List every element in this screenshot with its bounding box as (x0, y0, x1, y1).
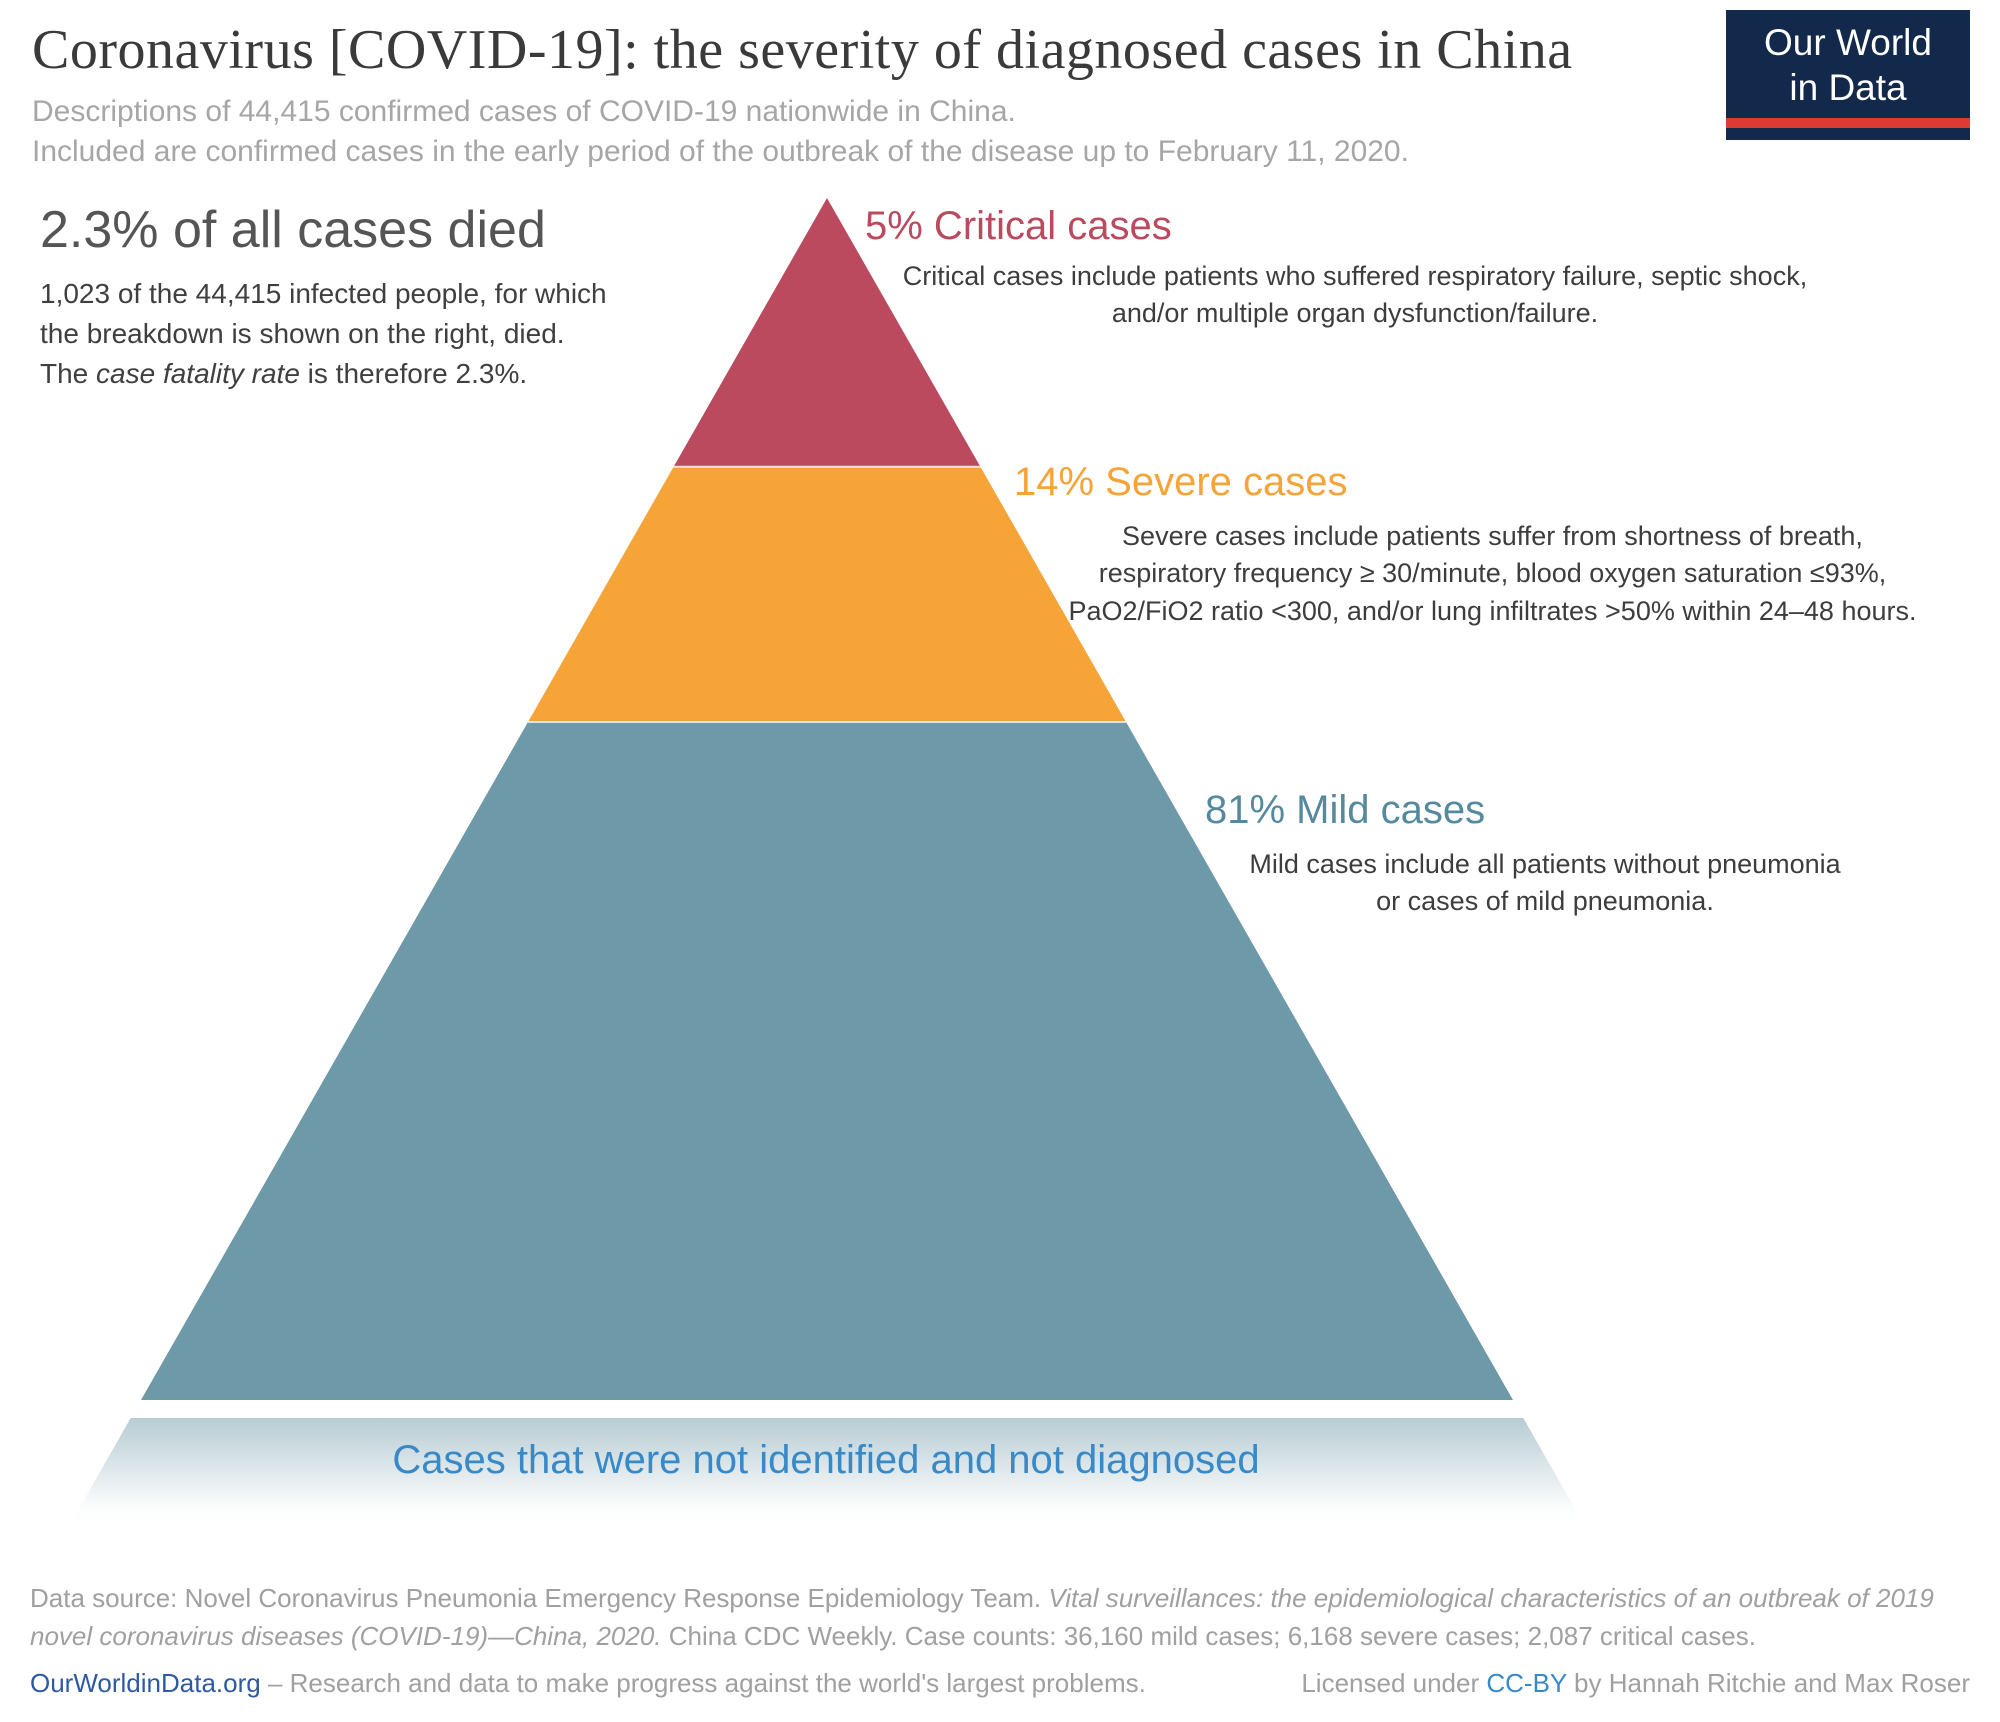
source-text-pre: Data source: Novel Coronavirus Pneumonia… (30, 1583, 1049, 1613)
severe-segment-description: Severe cases include patients suffer fro… (1068, 521, 1917, 626)
site-credit: OurWorldinData.org – Research and data t… (30, 1665, 1146, 1703)
undiagnosed-cases-label: Cases that were not identified and not d… (392, 1438, 1260, 1482)
data-source-line: Data source: Novel Coronavirus Pneumonia… (30, 1580, 1970, 1655)
license-cc-by-link[interactable]: CC-BY (1486, 1668, 1567, 1699)
fatality-heading: 2.3% of all cases died (40, 201, 546, 259)
footer: Data source: Novel Coronavirus Pneumonia… (30, 1580, 1970, 1703)
fatality-body-post: is therefore 2.3%. (299, 357, 528, 389)
owid-logo-line-1: Our World (1764, 22, 1932, 63)
subtitle-line-2: Included are confirmed cases in the earl… (32, 134, 1409, 168)
footer-row-2: OurWorldinData.org – Research and data t… (30, 1665, 1970, 1703)
fatality-body-pre: 1,023 of the 44,415 infected people, for… (40, 278, 607, 389)
header: Coronavirus [COVID-19]: the severity of … (32, 18, 1732, 171)
owid-logo: Our World in Data (1726, 10, 1970, 141)
license-pre: Licensed under (1301, 1668, 1487, 1699)
pyramid-segment-mild (141, 721, 1513, 1400)
critical-segment-description: Critical cases include patients who suff… (902, 261, 1808, 329)
owid-logo-red-stripe (1726, 118, 1970, 129)
pyramid-segment-critical (673, 198, 981, 467)
license-post: by Hannah Ritchie and Max Roser (1566, 1668, 1970, 1699)
site-tagline: – Research and data to make progress aga… (260, 1668, 1146, 1699)
fatality-body: 1,023 of the 44,415 infected people, for… (40, 274, 760, 393)
mild-segment-label: 81% Mild cases (1205, 788, 1486, 832)
pyramid-segment-severe (527, 466, 1127, 722)
owid-logo-bottom-bar (1726, 128, 1970, 141)
severe-segment-label: 14% Severe cases (1014, 460, 1348, 504)
critical-segment-label: 5% Critical cases (865, 204, 1172, 248)
source-text-italic: Vital surveillances: the epidemiological… (30, 1583, 1934, 1651)
chart-subtitle: Descriptions of 44,415 confirmed cases o… (32, 92, 1732, 171)
owid-logo-line-2: in Data (1789, 67, 1907, 109)
subtitle-line-1: Descriptions of 44,415 confirmed cases o… (32, 95, 1016, 128)
license-credit: Licensed under CC-BY by Hannah Ritchie a… (1301, 1665, 1970, 1703)
owid-site-link[interactable]: OurWorldinData.org (30, 1668, 261, 1699)
owid-logo-text: Our World in Data (1726, 10, 1970, 118)
undiagnosed-trapezoid (71, 1418, 1583, 1522)
mild-segment-description: Mild cases include all patients without … (1249, 849, 1841, 917)
fatality-body-italic: case fatality rate (96, 357, 300, 389)
fatality-note: 2.3% of all cases died 1,023 of the 44,4… (40, 200, 760, 393)
source-text-post: China CDC Weekly. Case counts: 36,160 mi… (661, 1620, 1756, 1651)
page-title: Coronavirus [COVID-19]: the severity of … (32, 19, 1573, 81)
